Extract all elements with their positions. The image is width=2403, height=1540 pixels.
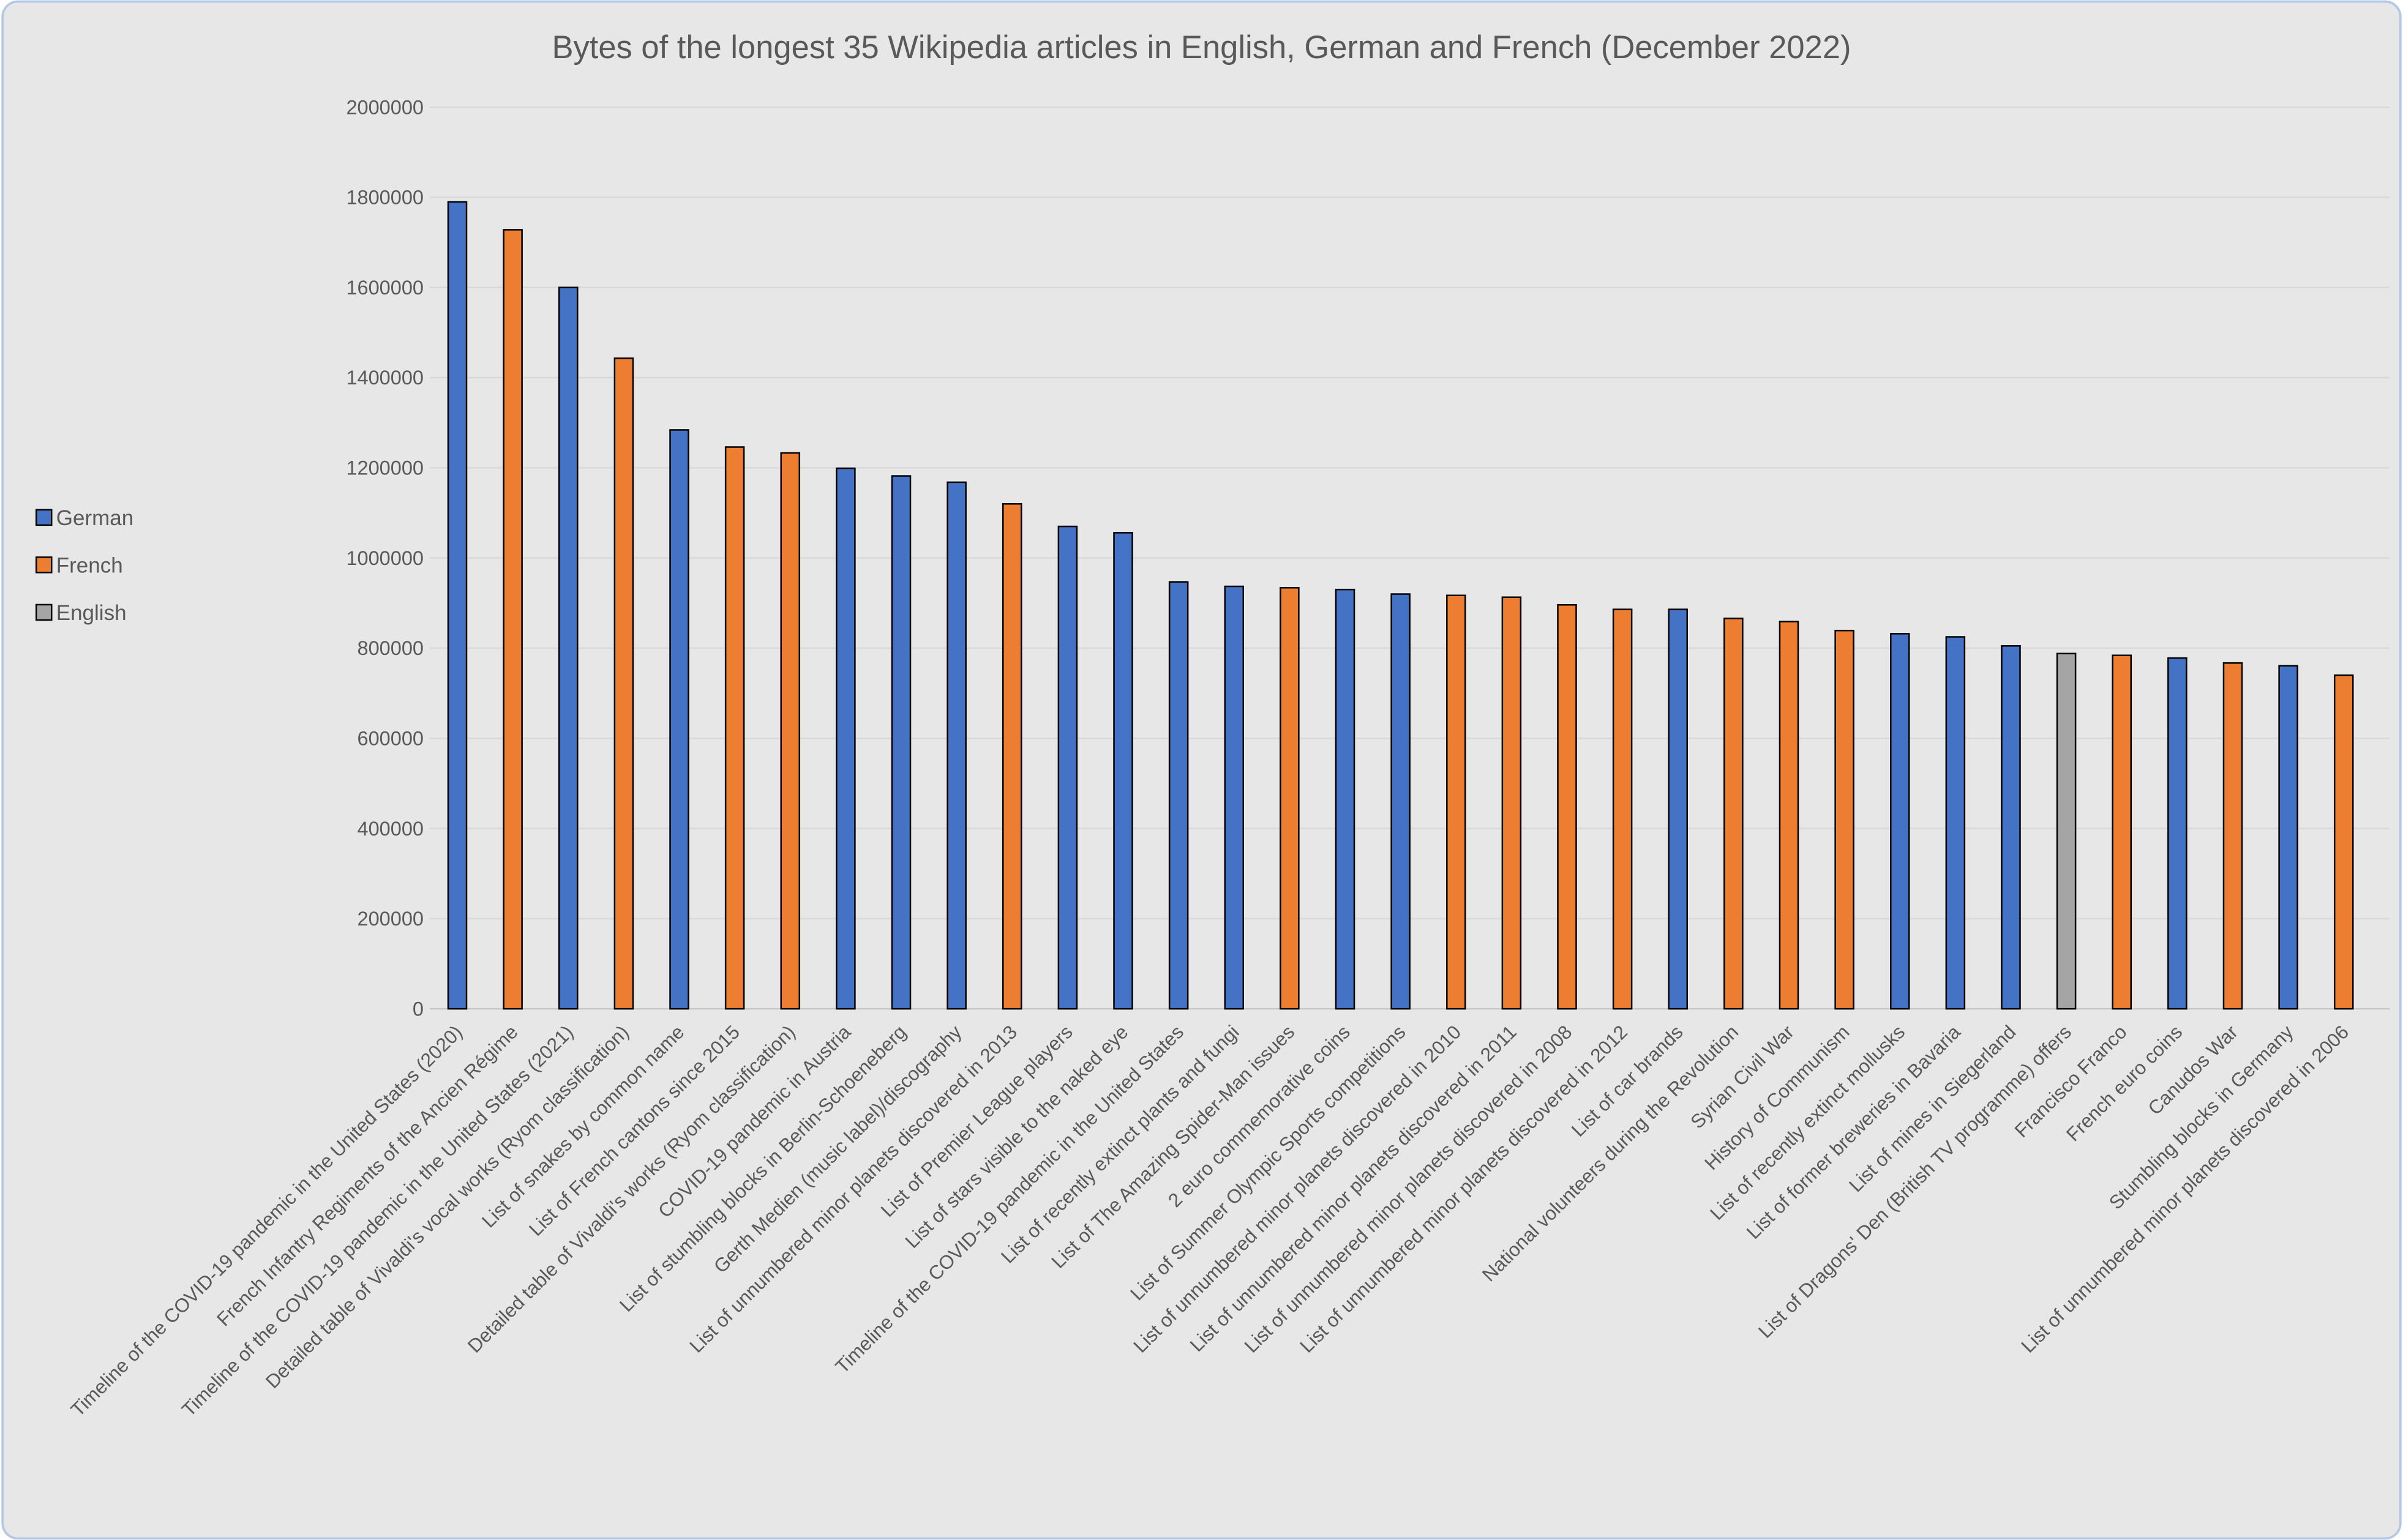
bar-french bbox=[1779, 621, 1799, 1010]
bar-german bbox=[947, 481, 967, 1010]
y-tick-label: 200000 bbox=[358, 908, 424, 930]
bar-french bbox=[1612, 608, 1633, 1010]
y-axis-ticks: 0 200000 400000 600000 800000 1000000 1200000 1… bbox=[346, 96, 424, 1020]
bar-german bbox=[2167, 657, 2187, 1010]
legend-swatch-french bbox=[35, 556, 53, 574]
bar-french bbox=[1723, 618, 1744, 1010]
y-tick-label: 400000 bbox=[358, 818, 424, 840]
bar-german bbox=[1390, 593, 1411, 1010]
bar-german bbox=[1668, 608, 1689, 1010]
bar-german bbox=[2001, 645, 2021, 1010]
bar-french bbox=[613, 357, 634, 1010]
y-tick-label: 1400000 bbox=[346, 367, 424, 389]
y-tick-label: 0 bbox=[413, 998, 424, 1020]
bar-french bbox=[503, 229, 523, 1010]
bar-french bbox=[1002, 503, 1022, 1010]
bar-french bbox=[1280, 586, 1300, 1010]
bar-german bbox=[1889, 633, 1910, 1010]
bar-french bbox=[1557, 604, 1577, 1010]
bar-french bbox=[1501, 596, 1522, 1010]
bar-english bbox=[2056, 652, 2077, 1010]
chart-title: Bytes of the longest 35 Wikipedia articl… bbox=[552, 29, 1851, 65]
bars bbox=[447, 201, 2354, 1010]
y-tick-label: 800000 bbox=[358, 637, 424, 659]
bar-german bbox=[447, 201, 468, 1010]
bar-german bbox=[1168, 581, 1189, 1010]
legend-swatch-german bbox=[35, 509, 53, 526]
bar-french bbox=[780, 452, 801, 1010]
legend-swatch-english bbox=[35, 604, 53, 621]
legend-label: French bbox=[56, 553, 123, 577]
legend-label: English bbox=[56, 601, 127, 625]
bar-german bbox=[1335, 588, 1355, 1010]
y-tick-label: 1600000 bbox=[346, 277, 424, 299]
legend: German French English bbox=[35, 506, 133, 625]
bar-french bbox=[724, 446, 745, 1010]
bar-french bbox=[1445, 594, 1466, 1010]
y-tick-label: 1200000 bbox=[346, 457, 424, 479]
y-tick-label: 1000000 bbox=[346, 547, 424, 569]
bar-french bbox=[2112, 654, 2132, 1010]
bar-german bbox=[1057, 525, 1078, 1010]
legend-label: German bbox=[56, 506, 133, 530]
y-tick-label: 1800000 bbox=[346, 187, 424, 209]
y-tick-label: 2000000 bbox=[346, 96, 424, 118]
y-tick-label: 600000 bbox=[358, 727, 424, 749]
bar-german bbox=[836, 467, 856, 1010]
bar-german bbox=[558, 286, 579, 1010]
bar-german bbox=[1945, 636, 1966, 1010]
bar-french bbox=[2333, 674, 2354, 1010]
bar-french bbox=[1834, 629, 1854, 1010]
bar-german bbox=[2278, 665, 2298, 1010]
bar-french bbox=[2222, 662, 2243, 1010]
bar-german bbox=[891, 475, 912, 1010]
bar-german bbox=[1113, 532, 1133, 1010]
bar-german bbox=[1224, 585, 1245, 1010]
bar-german bbox=[669, 429, 689, 1010]
